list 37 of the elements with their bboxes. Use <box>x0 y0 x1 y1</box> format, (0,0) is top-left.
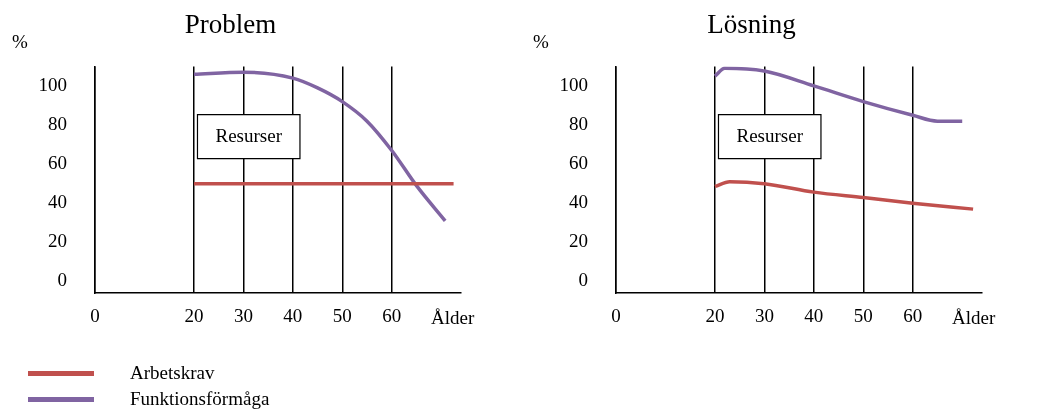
y-tick-label: 20 <box>569 230 588 252</box>
annotation: Resurser <box>215 124 283 146</box>
y-tick-label: 80 <box>48 113 67 135</box>
y-tick-label: 80 <box>569 113 588 135</box>
legend-label: Funktionsförmåga <box>130 388 270 410</box>
x-tick-label: 60 <box>382 304 402 326</box>
line-series <box>713 66 964 123</box>
chart-title: Lösning <box>707 9 796 40</box>
x-tick-label: 20 <box>184 304 204 326</box>
y-tick-label: 60 <box>569 152 588 174</box>
y-tick-label: 0 <box>578 269 588 291</box>
x-tick-label: 40 <box>804 304 824 326</box>
y-tick-label: 20 <box>48 230 67 252</box>
legend-label: Arbetskrav <box>130 362 215 384</box>
x-tick-label: 50 <box>332 304 352 326</box>
x-tick-label: 0 <box>611 304 621 326</box>
y-tick-label: 0 <box>57 269 67 291</box>
annotation: Resurser <box>736 124 804 146</box>
y-axis-title: % <box>533 30 550 52</box>
x-axis-title: Ålder <box>952 306 996 328</box>
chart-title: Problem <box>184 9 277 40</box>
y-axis-title: % <box>12 30 29 52</box>
line-series <box>192 70 447 223</box>
x-tick-label: 50 <box>853 304 873 326</box>
x-tick-label: 20 <box>705 304 725 326</box>
x-tick-label: 40 <box>283 304 303 326</box>
x-tick-label: 0 <box>90 304 100 326</box>
y-tick-label: 100 <box>38 73 67 95</box>
x-tick-label: 30 <box>754 304 774 326</box>
x-axis-title: Ålder <box>431 306 475 328</box>
x-tick-label: 60 <box>903 304 923 326</box>
line-series <box>713 180 975 211</box>
y-tick-label: 40 <box>48 191 67 213</box>
y-tick-label: 60 <box>48 152 67 174</box>
y-tick-label: 100 <box>559 73 588 95</box>
x-tick-label: 30 <box>233 304 253 326</box>
y-tick-label: 40 <box>569 191 588 213</box>
